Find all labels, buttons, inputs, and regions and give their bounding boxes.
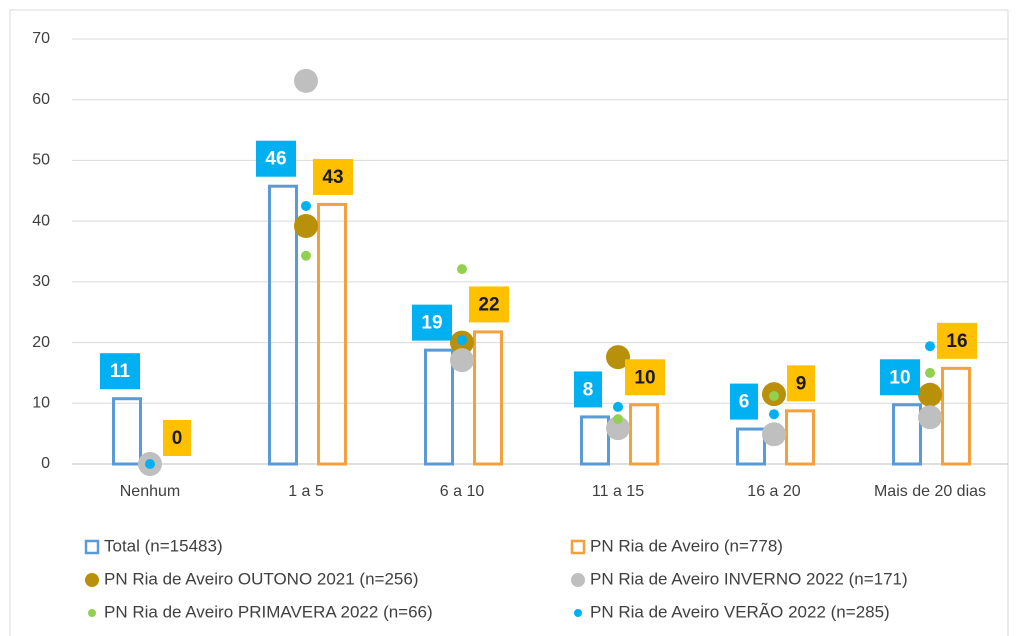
dot [769, 409, 779, 420]
data-label-box [730, 383, 758, 420]
x-tick-label: 11 a 15 [592, 483, 644, 500]
y-tick-label: 30 [32, 273, 50, 290]
bar [785, 409, 815, 466]
x-tick-label: 6 a 10 [440, 483, 485, 500]
bar [473, 330, 503, 466]
data-label: 6 [739, 392, 750, 413]
x-tick-label: Mais de 20 dias [874, 483, 986, 500]
bar [941, 366, 971, 466]
bar [424, 348, 454, 466]
dot [613, 414, 623, 425]
y-tick-label: 70 [32, 30, 50, 47]
legend-marker [85, 573, 99, 587]
data-label-box [469, 286, 509, 323]
legend-label: PN Ria de Aveiro VERÃO 2022 (n=285) [590, 602, 890, 621]
x-tick-label: Nenhum [120, 483, 180, 500]
data-label-box [256, 140, 296, 177]
dot [145, 459, 155, 469]
legend-label: PN Ria de Aveiro (n=778) [590, 536, 783, 555]
data-label-box [313, 158, 353, 195]
y-tick-label: 0 [41, 455, 50, 472]
data-label-box [880, 359, 920, 396]
dot [457, 335, 467, 346]
data-label-box [412, 304, 452, 341]
dot [925, 367, 935, 378]
data-label-box [163, 420, 191, 456]
data-label: 22 [478, 294, 499, 315]
y-tick-label: 20 [32, 334, 50, 351]
legend-label: Total (n=15483) [104, 536, 223, 555]
data-label-box [937, 322, 977, 359]
bar [112, 397, 142, 466]
data-label: 10 [634, 367, 655, 388]
data-label-box [625, 359, 665, 396]
dot [450, 348, 474, 373]
dot [301, 250, 311, 261]
dot [294, 214, 318, 238]
legend-label: PN Ria de Aveiro INVERNO 2022 (n=171) [590, 569, 908, 588]
chart-border [9, 9, 1009, 636]
bar [268, 184, 298, 466]
legend-label: PN Ria de Aveiro PRIMAVERA 2022 (n=66) [104, 602, 433, 621]
data-label-box [787, 365, 815, 402]
bar [892, 403, 922, 466]
dot [294, 68, 318, 93]
dot [769, 391, 779, 401]
dot [918, 405, 942, 430]
data-label: 16 [946, 331, 967, 352]
data-label: 46 [265, 149, 286, 170]
y-tick-label: 10 [32, 395, 50, 412]
data-label-box [574, 371, 602, 408]
y-tick-label: 40 [32, 212, 50, 229]
dot [457, 264, 467, 275]
bar [629, 403, 659, 466]
bar [317, 202, 347, 466]
legend-marker [570, 539, 586, 555]
dot [613, 401, 623, 412]
dot [301, 200, 311, 211]
data-label: 11 [110, 361, 131, 382]
y-tick-label: 60 [32, 91, 50, 108]
dot [606, 345, 630, 370]
data-label: 10 [889, 367, 910, 388]
data-label: 19 [421, 313, 442, 334]
y-tick-label: 50 [32, 152, 50, 169]
data-label: 8 [583, 379, 594, 400]
dot [925, 341, 935, 352]
bar [736, 427, 766, 466]
x-tick-label: 1 a 5 [288, 483, 324, 500]
dot [606, 416, 630, 441]
legend-marker [84, 539, 100, 555]
legend-marker [88, 609, 96, 617]
dot [762, 422, 786, 447]
dot [918, 382, 942, 407]
legend-label: PN Ria de Aveiro OUTONO 2021 (n=256) [104, 569, 419, 588]
x-tick-label: 16 a 20 [747, 483, 800, 500]
data-label: 43 [322, 167, 343, 188]
bar [580, 415, 610, 466]
legend-marker [574, 609, 582, 617]
data-label: 9 [796, 373, 807, 394]
data-label: 0 [172, 428, 183, 449]
data-label-box [100, 353, 140, 390]
legend-marker [571, 573, 585, 587]
